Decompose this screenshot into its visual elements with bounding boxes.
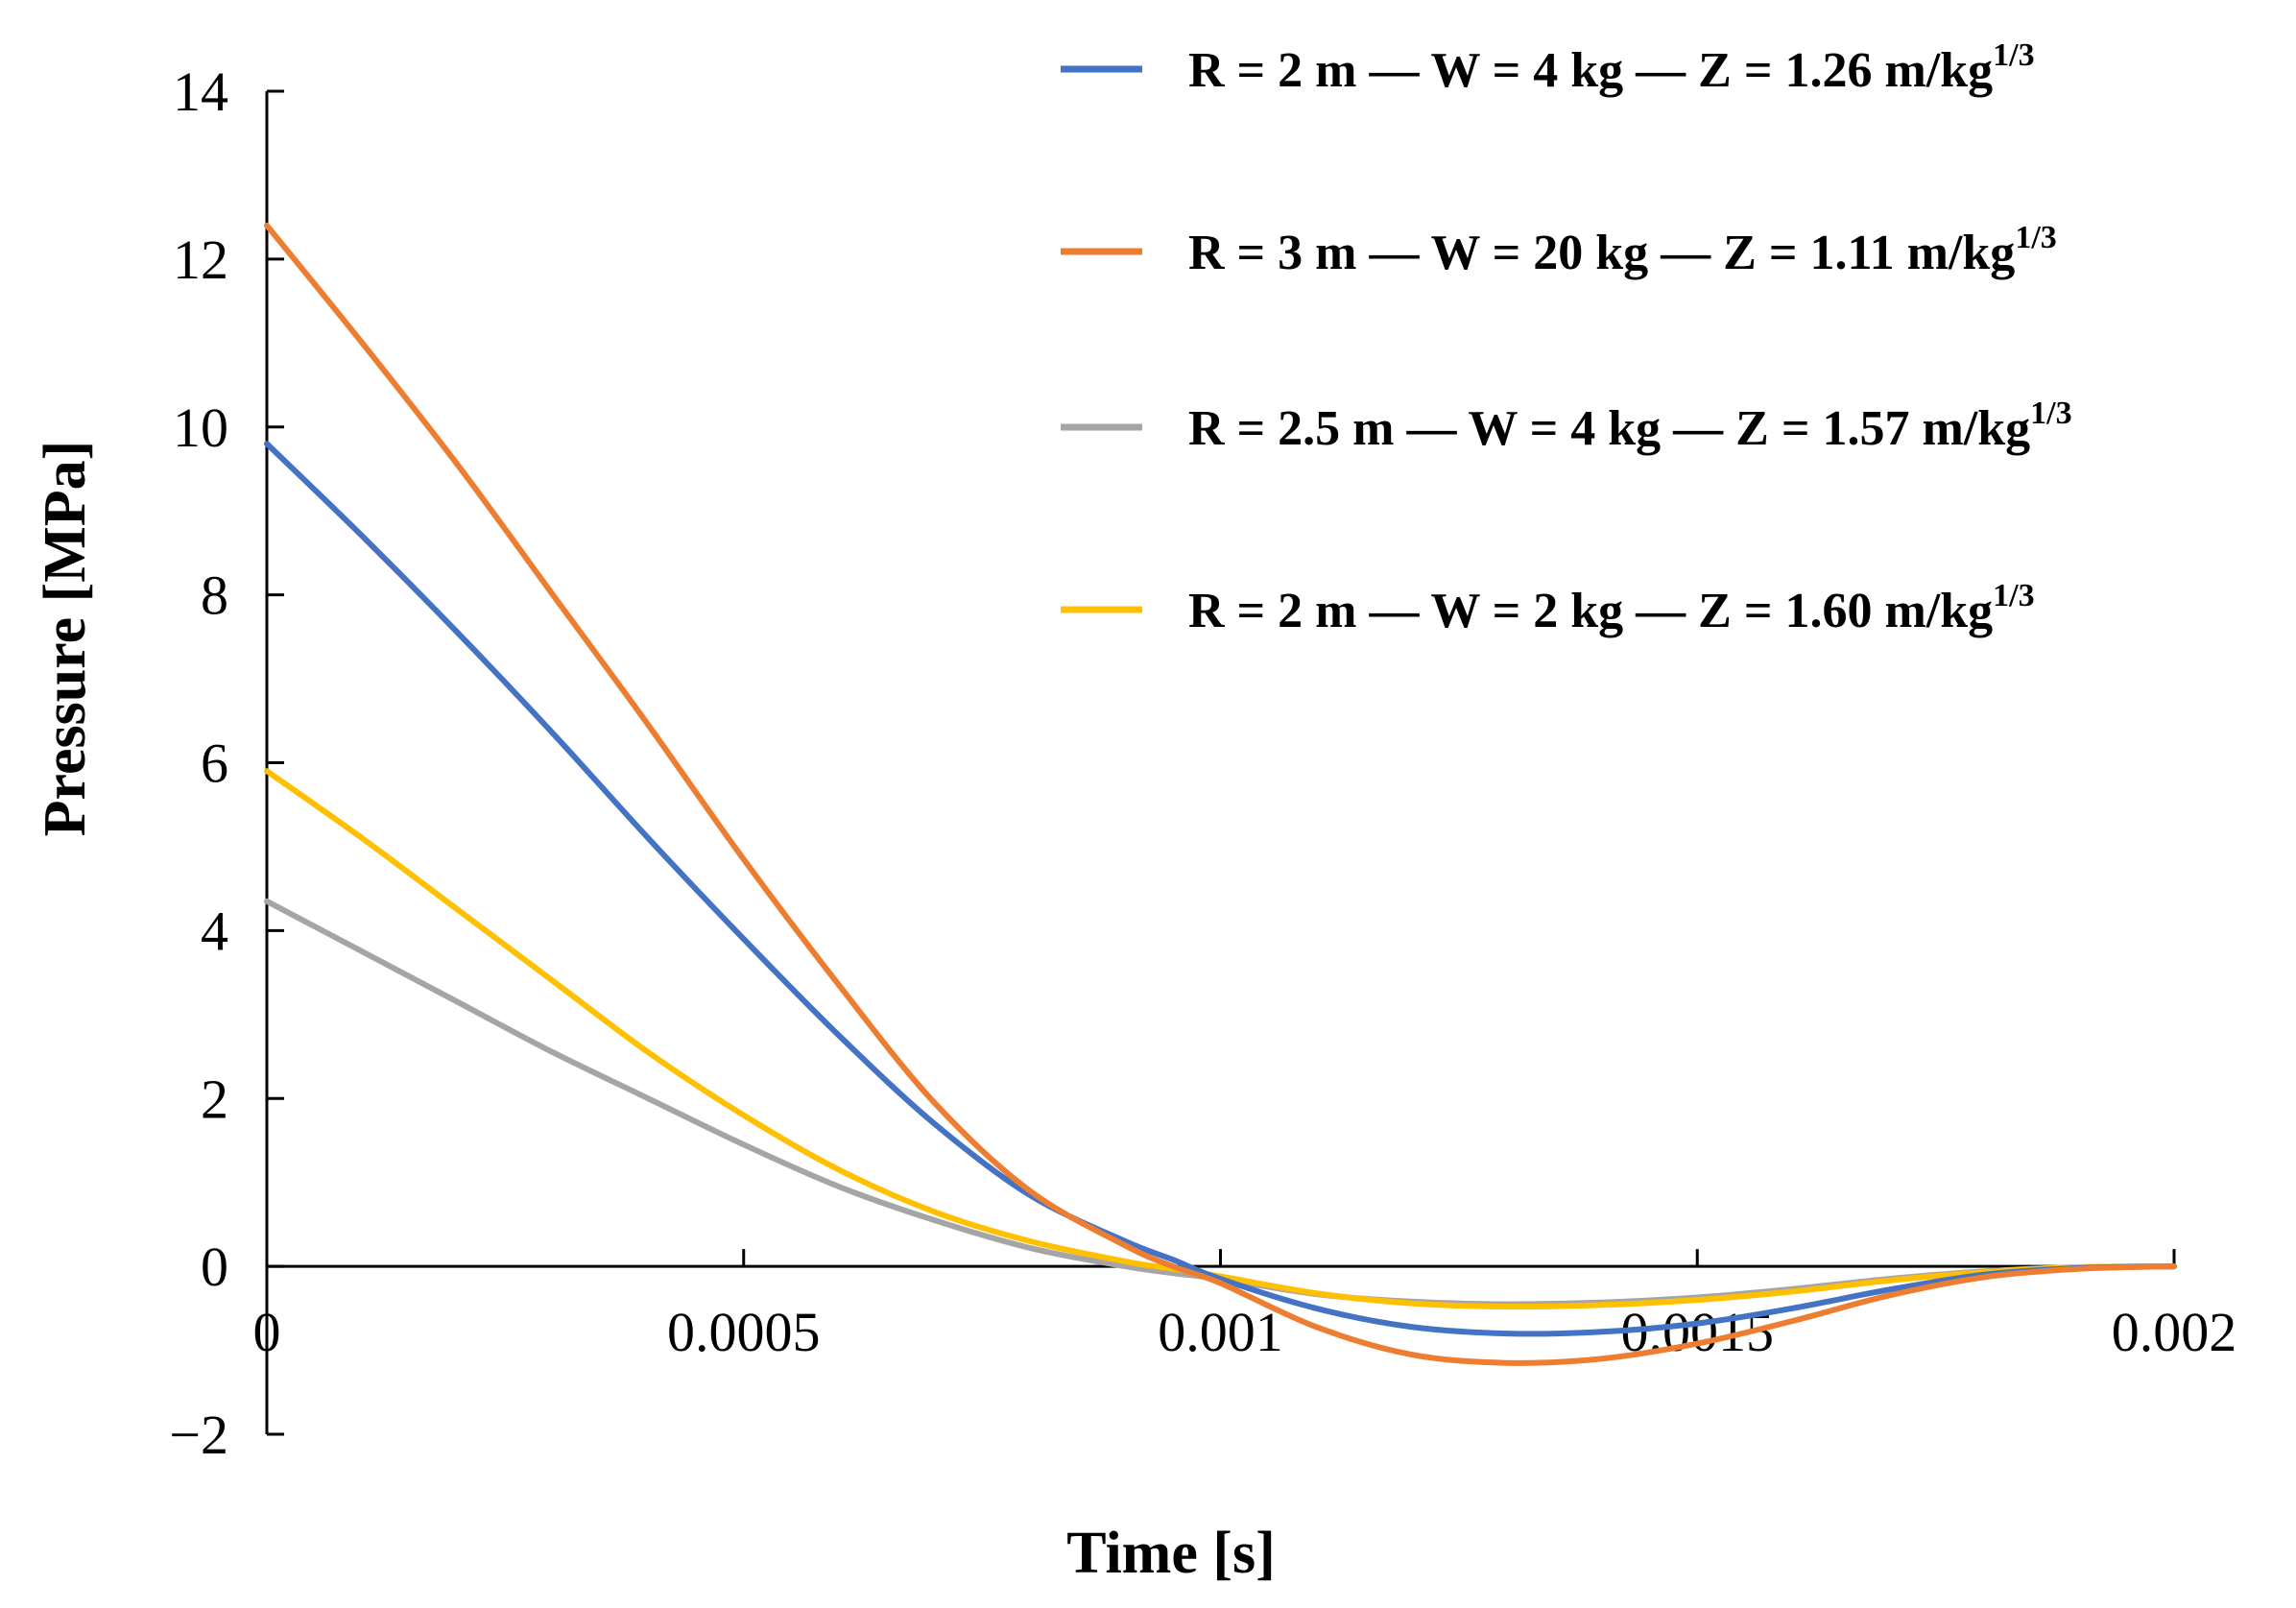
legend-label-2: R = 3 m — W = 20 kg — Z = 1.11 m/kg1/3 — [1188, 220, 2057, 280]
legend: R = 2 m — W = 4 kg — Z = 1.26 m/kg1/3R =… — [1061, 37, 2072, 638]
series-line-3 — [264, 898, 2177, 1308]
legend-label-text: R = 2.5 m — W = 4 kg — Z = 1.57 m/kg — [1188, 401, 2030, 456]
x-axis-title: Time [s] — [1066, 1521, 1276, 1586]
y-axis-title: Pressure [MPa] — [33, 441, 98, 837]
legend-label-superscript: 1/3 — [1993, 37, 2034, 73]
y-tick-label: 0 — [201, 1236, 228, 1298]
series-line-1 — [264, 441, 2177, 1337]
series-line-4 — [264, 768, 2177, 1310]
y-tick-label: 12 — [173, 228, 228, 291]
y-tick-label: 8 — [201, 564, 228, 627]
y-tick-label: 2 — [201, 1068, 228, 1130]
y-tick-label: 14 — [173, 60, 228, 123]
series-group — [264, 222, 2177, 1366]
legend-label-superscript: 1/3 — [1993, 578, 2034, 613]
x-tick-label: 0.001 — [1158, 1301, 1283, 1363]
y-tick-label: 6 — [201, 732, 228, 795]
legend-label-text: R = 2 m — W = 4 kg — Z = 1.26 m/kg — [1188, 43, 1993, 98]
legend-label-3: R = 2.5 m — W = 4 kg — Z = 1.57 m/kg1/3 — [1188, 396, 2072, 456]
y-tick-label: 4 — [201, 900, 228, 962]
legend-label-1: R = 2 m — W = 4 kg — Z = 1.26 m/kg1/3 — [1188, 37, 2035, 98]
x-tick-label: 0.0005 — [667, 1301, 821, 1363]
legend-label-4: R = 2 m — W = 2 kg — Z = 1.60 m/kg1/3 — [1188, 578, 2035, 638]
legend-label-superscript: 1/3 — [2015, 220, 2056, 255]
legend-label-superscript: 1/3 — [2030, 396, 2071, 431]
y-tick-label: 10 — [173, 396, 228, 459]
legend-label-text: R = 2 m — W = 2 kg — Z = 1.60 m/kg — [1188, 584, 1993, 638]
x-tick-label: 0.002 — [2112, 1301, 2237, 1363]
series-line-2 — [264, 222, 2177, 1366]
x-tick-label: 0 — [253, 1301, 281, 1363]
y-tick-label: −2 — [169, 1404, 228, 1466]
legend-label-text: R = 3 m — W = 20 kg — Z = 1.11 m/kg — [1188, 226, 2015, 280]
